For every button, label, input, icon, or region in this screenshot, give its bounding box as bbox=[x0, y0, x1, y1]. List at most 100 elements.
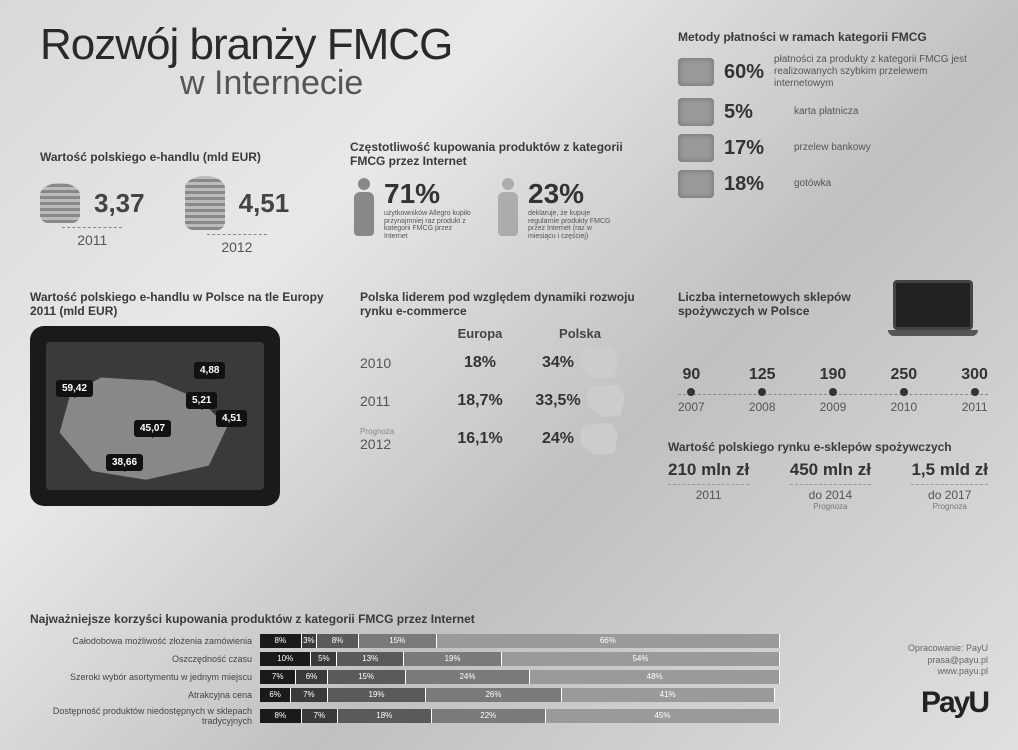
growth-pl-val: 34% bbox=[530, 347, 630, 379]
growth-year: Prognoza2012 bbox=[360, 427, 430, 452]
tablet-label: Wartość polskiego e-handlu w Polsce na t… bbox=[30, 290, 330, 318]
frequency-desc: deklaruje, że kupuje regularnie produkty… bbox=[528, 210, 618, 241]
shops-timeline: 90 2007 125 2008 190 2009 250 2010 300 2011 bbox=[678, 366, 988, 414]
coin-stack-icon bbox=[40, 183, 80, 223]
frequency-item: 23% deklaruje, że kupuje regularnie prod… bbox=[494, 178, 618, 241]
payment-pct: 5% bbox=[724, 101, 784, 124]
tablet-map-section: Wartość polskiego e-handlu w Polsce na t… bbox=[30, 290, 330, 506]
growth-eu-val: 16,1% bbox=[430, 430, 530, 448]
growth-pl-val: 24% bbox=[530, 423, 630, 455]
payment-method-label: przelew bankowy bbox=[794, 142, 871, 154]
benefit-segment: 10% bbox=[260, 652, 311, 666]
benefit-bar: 6%7%19%26%41% bbox=[260, 688, 780, 702]
growth-table-head: Europa Polska bbox=[360, 326, 650, 341]
map-pin: 4,51 bbox=[216, 410, 247, 427]
benefit-segment: 18% bbox=[338, 709, 432, 723]
market-year: do 2014 bbox=[790, 484, 871, 502]
timeline-value: 250 bbox=[890, 366, 917, 384]
poland-shape-icon bbox=[580, 347, 618, 379]
timeline-value: 300 bbox=[961, 366, 988, 384]
payment-pct: 18% bbox=[724, 173, 784, 196]
timeline-value: 125 bbox=[749, 366, 776, 384]
benefit-bar: 8%7%18%22%45% bbox=[260, 709, 780, 723]
timeline-year: 2010 bbox=[890, 400, 917, 414]
market-value: 210 mln zł bbox=[668, 460, 749, 480]
growth-eu-val: 18% bbox=[430, 354, 530, 372]
frequency-desc: użytkowników Allegro kupiło przynajmniej… bbox=[384, 210, 474, 241]
map-pin: 38,66 bbox=[106, 454, 143, 471]
timeline-value: 190 bbox=[820, 366, 847, 384]
benefit-segment: 22% bbox=[432, 709, 546, 723]
market-value-section: Wartość polskiego rynku e-sklepów spożyw… bbox=[668, 440, 988, 511]
wallet-icon bbox=[678, 170, 714, 198]
frequency-pct: 71% bbox=[384, 178, 474, 210]
benefit-label: Atrakcyjna cena bbox=[30, 690, 260, 700]
growth-label: Polska liderem pod względem dynamiki roz… bbox=[360, 290, 650, 318]
timeline-dot-icon bbox=[829, 388, 837, 396]
timeline-dot-icon bbox=[971, 388, 979, 396]
benefit-segment: 7% bbox=[302, 709, 338, 723]
benefit-segment: 41% bbox=[562, 688, 775, 702]
growth-col-europe: Europa bbox=[430, 326, 530, 341]
person-icon bbox=[350, 178, 378, 238]
growth-row: 2010 18% 34% bbox=[360, 347, 650, 379]
benefit-bar: 8%3%8%15%66% bbox=[260, 634, 780, 648]
poland-shape-icon bbox=[580, 423, 618, 455]
ecommerce-year: 2011 bbox=[62, 227, 122, 248]
benefit-segment: 6% bbox=[260, 688, 291, 702]
map-pin: 4,88 bbox=[194, 362, 225, 379]
growth-year: 2010 bbox=[360, 355, 430, 371]
coin-stack-icon bbox=[185, 176, 225, 230]
timeline-dot-icon bbox=[687, 388, 695, 396]
frequency-pct: 23% bbox=[528, 178, 618, 210]
benefit-segment: 54% bbox=[502, 652, 780, 666]
market-sub: Prognoza bbox=[790, 502, 871, 511]
payment-method-label: karta płatnicza bbox=[794, 106, 858, 118]
timeline-year: 2007 bbox=[678, 400, 705, 414]
laptop-icon bbox=[888, 280, 978, 344]
ecommerce-value-item: 4,51 2012 bbox=[185, 176, 290, 255]
benefit-segment: 7% bbox=[260, 670, 296, 684]
timeline-item: 300 2011 bbox=[961, 366, 988, 414]
ecommerce-value-section: Wartość polskiego e-handlu (mld EUR) 3,3… bbox=[40, 150, 320, 255]
benefit-row: Dostępność produktów niedostępnych w skl… bbox=[30, 706, 780, 726]
benefits-section: Najważniejsze korzyści kupowania produkt… bbox=[30, 612, 780, 730]
benefit-segment: 7% bbox=[291, 688, 327, 702]
benefit-segment: 66% bbox=[437, 634, 780, 648]
frequency-item: 71% użytkowników Allegro kupiło przynajm… bbox=[350, 178, 474, 241]
market-value: 1,5 mld zł bbox=[911, 460, 988, 480]
ecommerce-value: 3,37 bbox=[94, 188, 145, 219]
market-label: Wartość polskiego rynku e-sklepów spożyw… bbox=[668, 440, 988, 454]
payment-label: Metody płatności w ramach kategorii FMCG bbox=[678, 30, 988, 44]
map-pin: 45,07 bbox=[134, 420, 171, 437]
benefits-label: Najważniejsze korzyści kupowania produkt… bbox=[30, 612, 780, 626]
timeline-item: 90 2007 bbox=[678, 366, 705, 414]
header: Rozwój branży FMCG w Internecie bbox=[40, 20, 452, 103]
frequency-label: Częstotliwość kupowania produktów z kate… bbox=[350, 140, 650, 168]
benefit-segment: 8% bbox=[260, 709, 302, 723]
benefit-segment: 5% bbox=[311, 652, 337, 666]
map-pin: 59,42 bbox=[56, 380, 93, 397]
growth-row: 2011 18,7% 33,5% bbox=[360, 385, 650, 417]
timeline-year: 2008 bbox=[749, 400, 776, 414]
benefit-segment: 3% bbox=[302, 634, 318, 648]
payment-pct: 60% bbox=[724, 61, 764, 84]
map-pin: 5,21 bbox=[186, 392, 217, 409]
benefit-segment: 8% bbox=[260, 634, 302, 648]
benefit-segment: 45% bbox=[546, 709, 780, 723]
timeline-item: 250 2010 bbox=[890, 366, 917, 414]
shops-section: Liczba internetowych sklepów spożywczych… bbox=[678, 290, 988, 414]
timeline-item: 125 2008 bbox=[749, 366, 776, 414]
benefit-segment: 15% bbox=[359, 634, 437, 648]
growth-pl-val: 33,5% bbox=[530, 385, 630, 417]
growth-table-section: Polska liderem pod względem dynamiki roz… bbox=[360, 290, 650, 461]
frequency-section: Częstotliwość kupowania produktów z kate… bbox=[350, 140, 650, 241]
benefit-row: Całodobowa możliwość złożenia zamówienia… bbox=[30, 634, 780, 648]
growth-row: Prognoza2012 16,1% 24% bbox=[360, 423, 650, 455]
benefit-segment: 15% bbox=[328, 670, 406, 684]
market-item: 210 mln zł 2011 bbox=[668, 460, 749, 511]
timeline-item: 190 2009 bbox=[820, 366, 847, 414]
benefit-label: Dostępność produktów niedostępnych w skl… bbox=[30, 706, 260, 726]
payu-logo: PayU bbox=[908, 686, 988, 720]
payment-methods-section: Metody płatności w ramach kategorii FMCG… bbox=[678, 30, 988, 206]
